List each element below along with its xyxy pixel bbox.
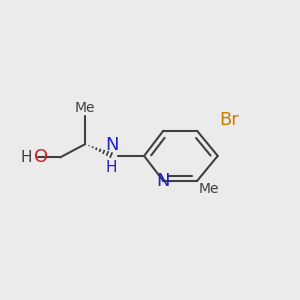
Text: Me: Me [75,101,95,115]
Text: O: O [34,148,48,166]
Text: N: N [105,136,119,154]
Text: N: N [157,172,170,190]
Text: Me: Me [199,182,219,197]
Text: Br: Br [219,111,239,129]
Text: H: H [106,160,118,175]
Text: H: H [21,150,32,165]
